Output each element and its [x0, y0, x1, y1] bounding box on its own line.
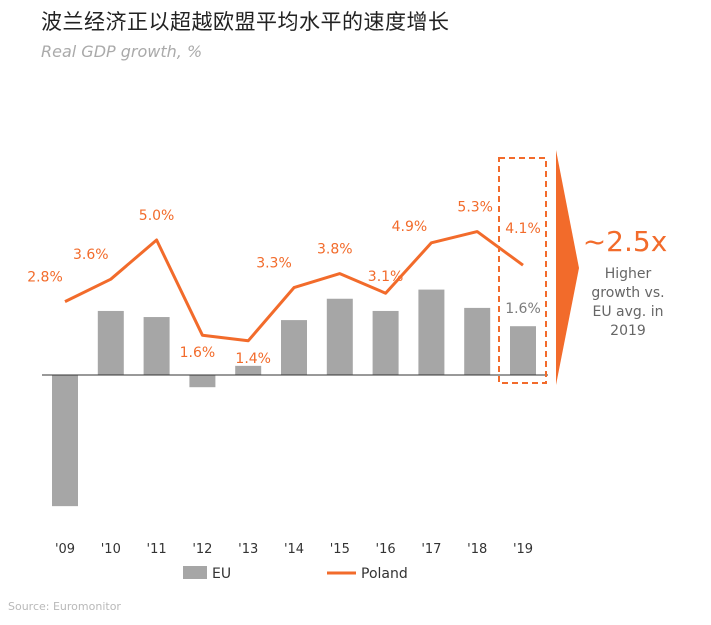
poland-value-label-12: 1.6%	[180, 345, 216, 361]
year-label-14: '14	[284, 542, 304, 557]
eu-bar-11	[143, 317, 170, 375]
poland-value-label-09: 2.8%	[27, 270, 63, 286]
poland-line	[64, 230, 524, 343]
callout-line-4: 2019	[610, 323, 646, 339]
callout-line-3: EU avg. in	[593, 304, 664, 320]
legend-eu-label: EU	[212, 566, 231, 582]
poland-value-label-19: 4.1%	[505, 221, 541, 237]
eu-value-label-19: 1.6%	[505, 301, 541, 317]
eu-bar-14	[281, 320, 307, 375]
poland-value-label-10: 3.6%	[73, 247, 109, 263]
source-note: Source: Euromonitor	[8, 600, 121, 613]
highlight-2019-box	[498, 157, 547, 384]
eu-bar-19	[510, 326, 536, 375]
eu-bar-12	[189, 375, 216, 388]
poland-value-label-18: 5.3%	[457, 200, 493, 216]
year-label-17: '17	[421, 542, 441, 557]
poland-value-label-17: 4.9%	[392, 219, 428, 235]
legend-poland-label: Poland	[361, 566, 408, 582]
poland-value-label-14: 3.3%	[256, 256, 292, 272]
year-label-19: '19	[513, 542, 533, 557]
callout-arrow	[556, 150, 579, 385]
poland-value-label-16: 3.1%	[368, 269, 404, 285]
eu-bar-18	[464, 307, 491, 375]
legend-eu-swatch	[183, 566, 207, 579]
year-label-15: '15	[330, 542, 350, 557]
eu-bar-13	[235, 365, 262, 375]
poland-value-label-15: 3.8%	[317, 242, 353, 258]
eu-bar-16	[372, 310, 399, 375]
year-label-11: '11	[147, 542, 167, 557]
year-label-16: '16	[376, 542, 396, 557]
eu-bar-17	[418, 289, 445, 375]
poland-value-label-13: 1.4%	[235, 351, 271, 367]
eu-bar-15	[326, 298, 353, 375]
year-label-10: '10	[101, 542, 121, 557]
year-label-09: '09	[55, 542, 75, 557]
year-label-13: '13	[238, 542, 258, 557]
chart-subtitle: Real GDP growth, %	[41, 42, 203, 61]
eu-bar-10	[97, 310, 124, 375]
poland-value-label-11: 5.0%	[139, 208, 175, 224]
year-label-18: '18	[467, 542, 487, 557]
chart-title: 波兰经济正以超越欧盟平均水平的速度增长	[41, 10, 450, 34]
year-label-12: '12	[192, 542, 212, 557]
callout-multiplier: ~2.5x	[583, 225, 668, 258]
eu-bar-09	[52, 375, 78, 507]
callout-line-1: Higher	[605, 266, 652, 282]
callout-line-2: growth vs.	[591, 285, 664, 301]
